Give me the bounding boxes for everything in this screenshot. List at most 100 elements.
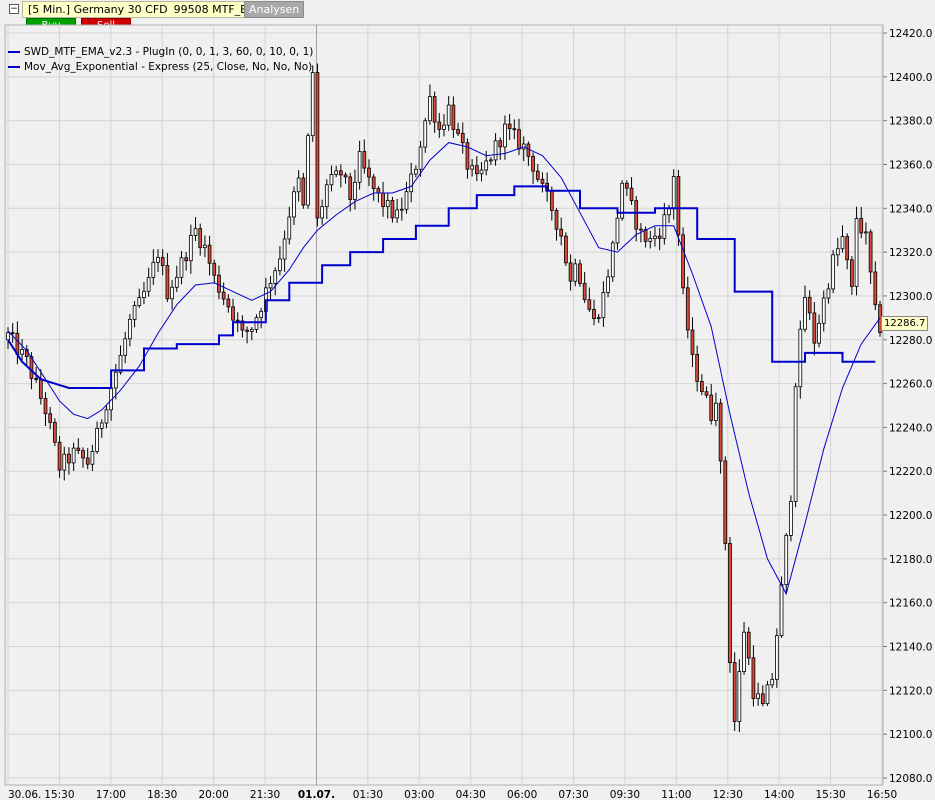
candle-up <box>493 140 498 161</box>
legend-swatch-icon <box>8 51 20 53</box>
candle-down <box>43 397 48 415</box>
x-tick-label: 01:30 <box>353 789 383 800</box>
candle-up <box>737 671 742 722</box>
candle-down <box>235 319 240 322</box>
candle-up <box>484 160 489 171</box>
candle-down <box>568 262 573 282</box>
collapse-toggle[interactable]: − <box>9 4 19 14</box>
candle-down <box>348 176 353 200</box>
candle-down <box>432 96 437 123</box>
candle-up <box>296 177 301 193</box>
y-tick-label: 12200.0 <box>889 510 932 522</box>
candle-down <box>728 543 732 664</box>
ema25-line <box>7 142 881 596</box>
candle-down <box>465 142 470 170</box>
legend-item-ema[interactable]: Mov_Avg_Exponential - Express (25, Close… <box>8 60 313 75</box>
y-tick-label: 12160.0 <box>889 598 932 610</box>
candle-up <box>268 282 273 289</box>
candle-down <box>732 662 737 722</box>
candle-up <box>71 447 76 464</box>
candle-down <box>718 402 723 462</box>
candle-down <box>343 174 348 178</box>
candle-down <box>526 143 531 157</box>
candle-up <box>306 135 310 206</box>
candle-up <box>287 216 292 240</box>
x-tick-label: 06:00 <box>507 789 537 800</box>
candle-down <box>704 391 709 396</box>
candle-down <box>165 265 170 300</box>
candle-down <box>57 441 62 471</box>
x-tick-label: 20:00 <box>199 789 229 800</box>
legend-label: SWD_MTF_EMA_v2.3 - PlugIn (0, 0, 1, 3, 6… <box>24 46 314 58</box>
x-tick-label: 21:30 <box>250 789 280 800</box>
candle-up <box>864 231 868 234</box>
candle-up <box>137 297 142 306</box>
candle-down <box>212 262 217 276</box>
candle-down <box>38 378 43 399</box>
legend-item-mtf[interactable]: SWD_MTF_EMA_v2.3 - PlugIn (0, 0, 1, 3, 6… <box>8 45 313 60</box>
candle-down <box>376 188 381 194</box>
candle-up <box>353 181 357 200</box>
candle-down <box>540 178 545 184</box>
candle-up <box>179 257 184 278</box>
y-tick-label: 12340.0 <box>889 203 932 215</box>
chart-title-box[interactable]: [5 Min.] Germany 30 CFD 99508 MTF_EMA <box>22 1 271 18</box>
y-tick-label: 12220.0 <box>889 466 932 478</box>
candle-up <box>779 584 784 637</box>
candle-up <box>99 422 104 429</box>
analysen-button[interactable]: Analysen <box>244 1 305 18</box>
y-tick-label: 12420.0 <box>889 28 932 40</box>
candles-group <box>6 63 882 732</box>
candle-down <box>681 234 685 289</box>
candle-down <box>512 128 517 131</box>
candle-down <box>339 170 343 176</box>
candle-up <box>610 242 615 278</box>
candle-up <box>395 209 399 219</box>
candle-up <box>831 254 835 290</box>
candle-up <box>418 146 423 170</box>
candle-down <box>301 177 306 206</box>
y-tick-label: 12280.0 <box>889 335 932 347</box>
candle-up <box>840 236 845 250</box>
y-tick-label: 12140.0 <box>889 642 932 654</box>
candle-down <box>859 218 864 234</box>
x-tick-label: 11:00 <box>661 789 691 800</box>
candle-up <box>428 96 432 122</box>
candle-up <box>503 123 507 148</box>
candle-up <box>756 693 760 699</box>
candle-up <box>203 244 207 249</box>
candle-up <box>254 317 259 330</box>
candle-up <box>653 235 657 239</box>
candle-down <box>850 259 854 287</box>
candle-up <box>128 318 132 340</box>
candle-up <box>714 402 718 421</box>
x-tick-label: 17:00 <box>96 789 126 800</box>
y-tick-label: 12100.0 <box>889 729 932 741</box>
candle-down <box>723 460 728 544</box>
candle-down <box>517 129 521 150</box>
x-tick-label: 01.07. <box>298 789 335 800</box>
candle-down <box>554 209 559 230</box>
candle-up <box>104 409 109 424</box>
candle-down <box>10 332 15 335</box>
candle-down <box>226 298 231 308</box>
candle-down <box>564 235 568 264</box>
candle-down <box>535 170 540 180</box>
y-tick-label: 12320.0 <box>889 247 932 259</box>
y-tick-label: 12360.0 <box>889 159 932 171</box>
candle-down <box>639 228 643 231</box>
y-tick-label: 12400.0 <box>889 72 932 84</box>
y-tick-label: 12300.0 <box>889 291 932 303</box>
candle-down <box>29 356 34 379</box>
candle-down <box>746 631 751 659</box>
x-tick-label: 15:30 <box>44 789 74 800</box>
candle-up <box>282 238 287 260</box>
candle-up <box>409 173 414 193</box>
candle-down <box>685 287 690 331</box>
x-tick-label: 03:00 <box>404 789 434 800</box>
candle-up <box>479 169 484 175</box>
candle-up <box>357 151 362 183</box>
candle-up <box>151 261 156 278</box>
candle-up <box>765 684 770 705</box>
